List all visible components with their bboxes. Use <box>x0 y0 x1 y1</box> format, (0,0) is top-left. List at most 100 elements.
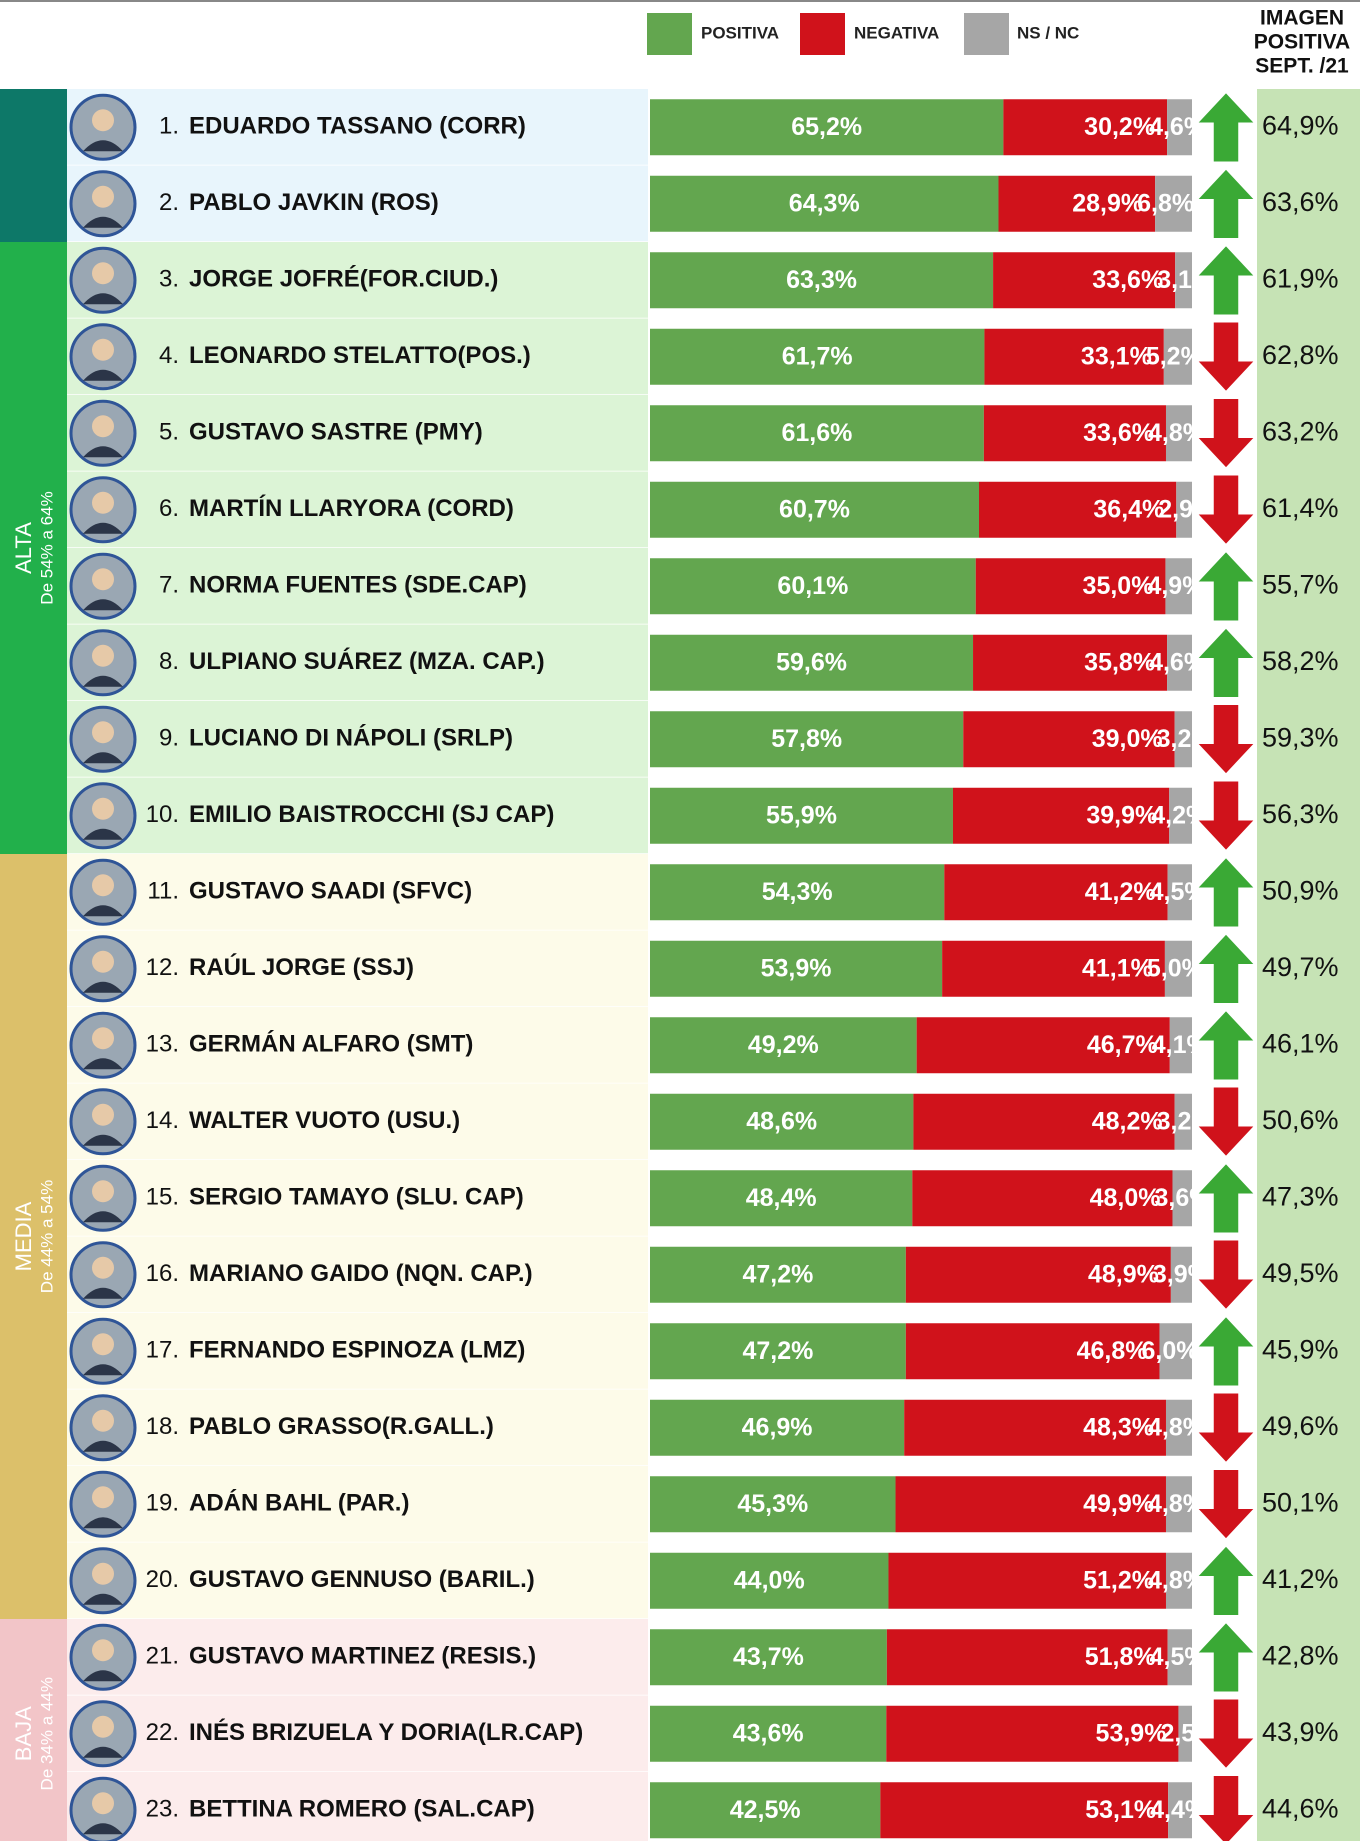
category-label: EDUARDO TASSANO (CORR) <box>189 113 526 140</box>
category-label: EMILIO BAISTROCCHI (SJ CAP) <box>189 801 554 828</box>
group-band <box>0 166 67 243</box>
photo-head <box>92 1257 114 1279</box>
previous-label: 61,4% <box>1262 493 1339 523</box>
previous-header: IMAGEN <box>1260 7 1344 30</box>
group-name: MEDIA <box>11 1201 36 1271</box>
category-label: RAÚL JORGE (SSJ) <box>189 953 414 981</box>
category-label: MARTÍN LLARYORA (CORD) <box>189 494 514 522</box>
legend-label: NEGATIVA <box>854 23 939 42</box>
category-label: PABLO GRASSO(R.GALL.) <box>189 1413 494 1440</box>
photo-head <box>92 951 114 973</box>
rank: 15. <box>146 1184 179 1211</box>
bar-label: 54,3% <box>762 878 833 906</box>
bar-label: 35,8% <box>1084 648 1155 676</box>
photo-head <box>92 109 114 131</box>
trend-arrow <box>1197 551 1255 621</box>
bar-label: 55,9% <box>766 801 837 829</box>
bar-label: 4,8% <box>1148 1490 1205 1518</box>
group-band <box>0 854 67 931</box>
group-band <box>0 1007 67 1084</box>
page: ALTADe 54% a 64%MEDIADe 44% a 54%BAJADe … <box>0 0 1360 1841</box>
bar-label: 46,7% <box>1087 1031 1158 1059</box>
rank: 3. <box>159 266 179 293</box>
bar-label: 30,2% <box>1084 113 1155 141</box>
bar-label: 53,9% <box>761 954 832 982</box>
category-label: ADÁN BAHL (PAR.) <box>189 1489 409 1517</box>
category-label: GUSTAVO SAADI (SFVC) <box>189 878 472 905</box>
rank: 4. <box>159 342 179 369</box>
bar-label: 49,9% <box>1083 1490 1154 1518</box>
rank: 5. <box>159 419 179 446</box>
category-label: WALTER VUOTO (USU.) <box>189 1107 460 1134</box>
bar-label: 59,6% <box>776 648 847 676</box>
rank: 21. <box>146 1643 179 1670</box>
bar-label: 57,8% <box>771 725 842 753</box>
rank: 6. <box>159 495 179 522</box>
group-band <box>0 1466 67 1543</box>
category-label: LEONARDO STELATTO(POS.) <box>189 342 531 369</box>
bar-label: 65,2% <box>791 113 862 141</box>
category-label: BETTINA ROMERO (SAL.CAP) <box>189 1796 535 1823</box>
group-name: ALTA <box>11 522 36 574</box>
group-band <box>0 625 67 702</box>
bar-label: 41,2% <box>1085 878 1156 906</box>
bar-label: 46,8% <box>1077 1337 1148 1365</box>
photo-head <box>92 1180 114 1202</box>
bar-label: 48,9% <box>1088 1260 1159 1288</box>
previous-label: 63,6% <box>1262 187 1339 217</box>
bar-label: 42,5% <box>730 1796 801 1824</box>
photo-head <box>92 1639 114 1661</box>
previous-label: 64,9% <box>1262 110 1339 140</box>
bar-label: 41,1% <box>1082 954 1153 982</box>
rank: 9. <box>159 725 179 752</box>
previous-label: 56,3% <box>1262 799 1339 829</box>
previous-label: 47,3% <box>1262 1181 1339 1211</box>
trend-arrow <box>1197 934 1255 1004</box>
photo-head <box>92 492 114 514</box>
legend-swatch <box>647 13 692 55</box>
bar-label: 63,3% <box>786 266 857 294</box>
rank: 7. <box>159 572 179 599</box>
rank: 18. <box>146 1413 179 1440</box>
group-band <box>0 1084 67 1161</box>
bar-label: 51,2% <box>1083 1566 1154 1594</box>
legend-label: POSITIVA <box>701 23 779 42</box>
bar-label: 36,4% <box>1093 495 1164 523</box>
bar-label: 4,1% <box>1152 1031 1209 1059</box>
bar-label: 43,6% <box>733 1719 804 1747</box>
previous-label: 46,1% <box>1262 1028 1339 1058</box>
previous-label: 44,6% <box>1262 1793 1339 1823</box>
photo-head <box>92 262 114 284</box>
photo-head <box>92 798 114 820</box>
photo-head <box>92 1486 114 1508</box>
bar-label: 33,6% <box>1092 266 1163 294</box>
trend-arrow <box>1197 398 1255 468</box>
rank: 20. <box>146 1566 179 1593</box>
bar-label: 33,1% <box>1081 342 1152 370</box>
bar-label: 4,6% <box>1149 648 1206 676</box>
bar-label: 4,4% <box>1150 1796 1207 1824</box>
photo-head <box>92 1716 114 1738</box>
previous-label: 63,2% <box>1262 416 1339 446</box>
photo-head <box>92 721 114 743</box>
group-band <box>0 1313 67 1390</box>
group-band <box>0 1619 67 1696</box>
group-band <box>0 931 67 1008</box>
rank: 11. <box>147 878 179 905</box>
bar-label: 45,3% <box>737 1490 808 1518</box>
bar-label: 5,2% <box>1146 342 1203 370</box>
rank: 19. <box>146 1490 179 1517</box>
trend-arrow <box>1197 169 1255 239</box>
bar-label: 64,3% <box>789 189 860 217</box>
rank: 1. <box>159 113 179 140</box>
rank: 23. <box>146 1796 179 1823</box>
previous-label: 55,7% <box>1262 569 1339 599</box>
bar-label: 4,8% <box>1148 1566 1205 1594</box>
bar-label: 53,1% <box>1085 1796 1156 1824</box>
photo-head <box>92 339 114 361</box>
rank: 13. <box>146 1031 179 1058</box>
photo-head <box>92 186 114 208</box>
group-range: De 44% a 54% <box>37 1180 56 1293</box>
bar-label: 44,0% <box>734 1566 805 1594</box>
bar-label: 33,6% <box>1083 419 1154 447</box>
